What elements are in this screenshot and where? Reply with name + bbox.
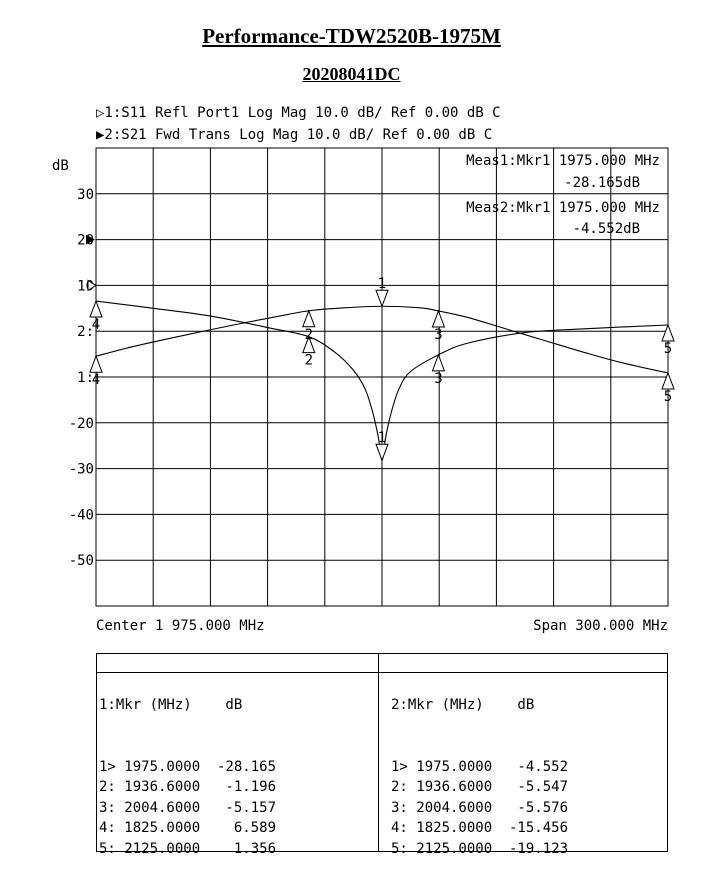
marker-table-right: 2:Mkr (MHz) dB 1> 1975.0000 -4.552 2: 193… [391, 654, 568, 880]
table-row: 3: 2004.6000 -5.576 [391, 799, 569, 816]
table-row: 2: 1936.6000 -1.196 [99, 779, 277, 795]
marker-label: 2 [305, 353, 313, 369]
y-tick-label: 20 [77, 233, 94, 249]
table-row: 4: 1825.0000 6.589 [99, 820, 277, 836]
table-row: 1> 1975.0000 -28.165 [99, 758, 277, 775]
marker-3-s21 [431, 309, 446, 328]
marker-1-s11 [375, 443, 389, 462]
marker-table-left-rows: 1> 1975.0000 -28.165 2: 1936.6000 -1.196 3… [99, 757, 276, 860]
marker-label: 5 [664, 341, 672, 357]
table-column-divider [378, 654, 379, 851]
marker-label: 5 [664, 389, 672, 405]
y-tick-label: -30 [69, 462, 94, 478]
marker-4-s11 [89, 299, 103, 318]
frequency-span: Span 300.000 MHz [533, 618, 668, 634]
marker-label: 3 [434, 371, 442, 387]
ref-arrow-trace2 [86, 234, 95, 245]
meas2-value: -4.552dB [573, 221, 640, 237]
trace-header-2: ▶2:S21 Fwd Trans Log Mag 10.0 dB/ Ref 0.… [96, 127, 492, 143]
marker-5-s21 [661, 371, 675, 390]
table-header-divider [97, 672, 667, 673]
page-subtitle: 20208041DC [302, 64, 401, 84]
marker-5-s11 [661, 323, 675, 342]
table-row: 5: 2125.0000 1.356 [99, 840, 277, 857]
table-row: 1> 1975.0000 -4.552 [391, 758, 569, 775]
page-title: Performance-TDW2520B-1975M [202, 24, 501, 48]
marker-1-s21 [375, 289, 389, 308]
marker-label: 1 [378, 430, 386, 446]
marker-table-right-rows: 1> 1975.0000 -4.552 2: 1936.6000 -5.547 3:… [391, 757, 568, 860]
marker-table-left: 1:Mkr (MHz) dB 1> 1975.0000 -28.165 2: 19… [99, 654, 276, 880]
marker-3-s11 [431, 353, 446, 372]
marker-2-s11 [302, 335, 316, 354]
y-tick-label: -50 [69, 553, 94, 569]
y-tick-label: 1: [77, 370, 94, 386]
meas2-label: Meas2:Mkr1 1975.000 MHz [466, 200, 660, 216]
ref-arrow-trace1 [87, 279, 97, 292]
marker-2-s21 [302, 309, 316, 328]
y-tick-label: -40 [69, 507, 94, 523]
marker-label: 2 [305, 327, 313, 343]
y-tick-label: 2: [77, 324, 94, 340]
marker-table-right-header: 2:Mkr (MHz) dB [391, 697, 535, 713]
marker-label: 4 [92, 372, 100, 388]
meas1-label: Meas1:Mkr1 1975.000 MHz [466, 153, 660, 169]
y-axis-unit-label: dB [52, 158, 69, 174]
center-frequency: Center 1 975.000 MHz [96, 618, 265, 634]
marker-4-s21 [89, 354, 103, 373]
meas1-value: -28.165dB [564, 175, 640, 191]
y-tick-label: 30 [77, 187, 94, 203]
marker-label: 1 [378, 276, 386, 292]
marker-label: 3 [434, 327, 442, 343]
trace-header-1: ▷1:S11 Refl Port1 Log Mag 10.0 dB/ Ref 0… [96, 105, 501, 121]
marker-label: 4 [92, 317, 100, 333]
network-analyzer-chart: ▷1:S11 Refl Port1 Log Mag 10.0 dB/ Ref 0… [52, 105, 675, 634]
trace-s21 [95, 305, 669, 374]
marker-table [96, 653, 668, 852]
y-tick-label: -20 [69, 416, 94, 432]
table-row: 3: 2004.6000 -5.157 [99, 799, 277, 816]
table-row: 5: 2125.0000 -19.123 [391, 840, 569, 857]
marker-table-left-header: 1:Mkr (MHz) dB [99, 697, 243, 713]
table-row: 2: 1936.6000 -5.547 [391, 779, 569, 795]
table-row: 4: 1825.0000 -15.456 [391, 820, 569, 836]
